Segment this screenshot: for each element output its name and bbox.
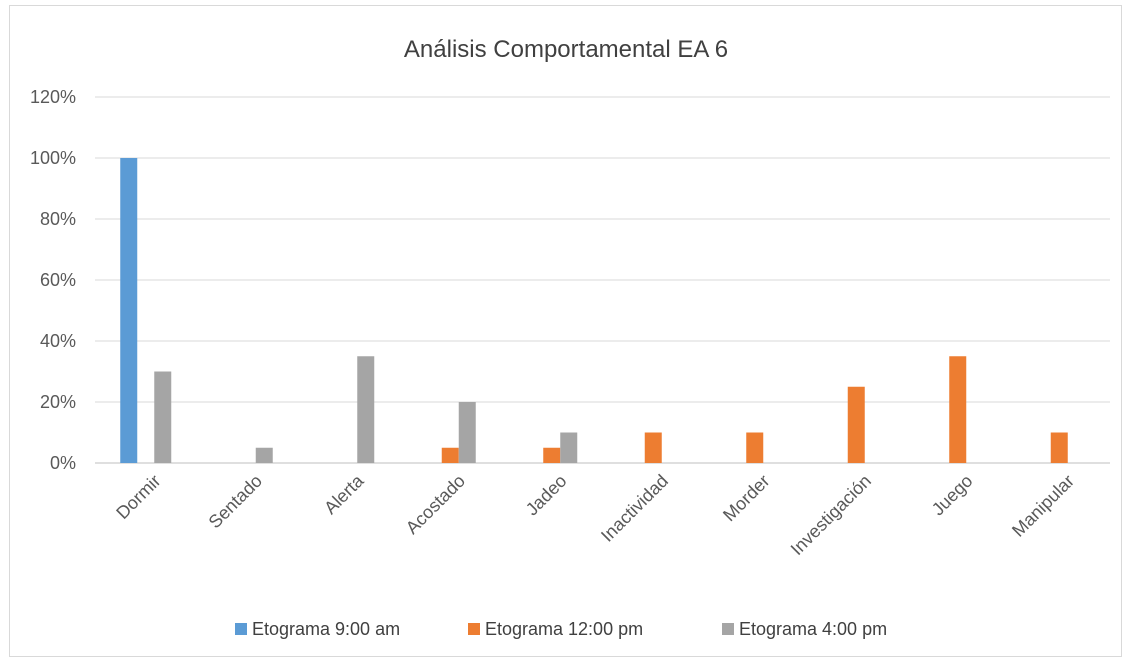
y-tick-label: 20% — [40, 392, 76, 412]
x-tick-label: Investigación — [787, 471, 875, 559]
x-tick-label: Sentado — [205, 471, 267, 533]
legend-label: Etograma 12:00 pm — [485, 619, 643, 639]
legend-swatch — [722, 623, 734, 635]
x-axis-ticks: Dormir Sentado Alerta Acostado Jadeo Inactivi… — [112, 470, 1078, 559]
bar — [441, 447, 459, 463]
chart-frame — [9, 5, 1122, 657]
legend-swatch — [468, 623, 480, 635]
y-tick-label: 60% — [40, 270, 76, 290]
bar — [949, 356, 967, 463]
y-tick-label: 40% — [40, 331, 76, 351]
legend-swatch — [235, 623, 247, 635]
bar — [847, 386, 865, 463]
legend-label: Etograma 4:00 pm — [739, 619, 887, 639]
chart-title: Análisis Comportamental EA 6 — [404, 36, 728, 63]
legend-label: Etograma 9:00 am — [252, 619, 400, 639]
y-tick-label: 120% — [30, 87, 76, 107]
x-tick-label: Inactividad — [597, 471, 672, 546]
bar — [560, 432, 578, 463]
bars — [120, 158, 1068, 463]
bar — [644, 432, 662, 463]
x-tick-label: Alerta — [320, 470, 368, 518]
bar — [255, 447, 273, 463]
bar — [458, 402, 476, 463]
x-tick-label: Dormir — [112, 471, 164, 523]
y-tick-label: 80% — [40, 209, 76, 229]
x-tick-label: Jadeo — [522, 471, 571, 520]
x-tick-label: Acostado — [402, 471, 469, 538]
legend: Etograma 9:00 am Etograma 12:00 pm Etogram… — [235, 619, 887, 639]
y-tick-label: 100% — [30, 148, 76, 168]
bar — [1050, 432, 1068, 463]
y-axis-ticks: 0% 20% 40% 60% 80% 100% 120% — [30, 87, 76, 473]
bar — [357, 356, 375, 463]
x-tick-label: Juego — [928, 471, 977, 520]
x-tick-label: Manipular — [1008, 471, 1078, 541]
bar — [120, 158, 138, 463]
y-tick-label: 0% — [50, 453, 76, 473]
bar — [154, 371, 172, 463]
x-tick-label: Morder — [719, 471, 773, 525]
bar — [543, 447, 561, 463]
bar — [746, 432, 764, 463]
